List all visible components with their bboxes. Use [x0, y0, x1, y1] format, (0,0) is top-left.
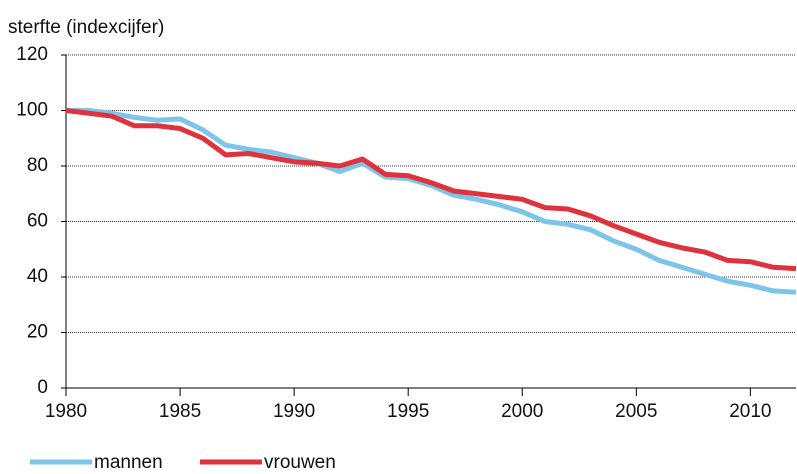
x-tick-label: 2010 — [729, 401, 771, 422]
x-tick-label: 1990 — [273, 401, 315, 422]
y-tick-label: 80 — [27, 155, 48, 176]
y-tick-label: 120 — [16, 44, 48, 65]
data-line — [66, 108, 797, 295]
y-tick-label: 0 — [37, 377, 48, 398]
legend-label: mannen — [94, 452, 163, 473]
x-tick-label: 1995 — [387, 401, 429, 422]
y-tick-label: 40 — [27, 266, 48, 287]
data-line — [65, 108, 797, 272]
y-tick-label: 100 — [16, 100, 48, 121]
y-tick-label: 60 — [27, 211, 48, 232]
x-tick-label: 1980 — [45, 401, 87, 422]
x-tick-label: 2000 — [501, 401, 543, 422]
x-tick-label: 1985 — [159, 401, 201, 422]
y-tick-label: 20 — [27, 322, 48, 343]
x-tick-label: 2005 — [615, 401, 657, 422]
chart-title: sterfte (indexcijfer) — [8, 17, 164, 38]
legend-label: vrouwen — [264, 452, 336, 473]
